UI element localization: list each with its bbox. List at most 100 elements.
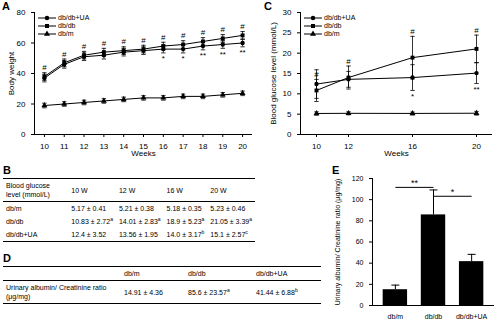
svg-text:13: 13 [99, 142, 108, 151]
html-text:5.23 ± 0.46: 5.23 ± 0.46 [210, 205, 246, 212]
svg-text:14: 14 [119, 142, 128, 151]
html-text:Urinary albumin/ Creatinine ra: Urinary albumin/ Creatinine ratio (μg/mg… [333, 178, 340, 305]
svg-text:**: ** [473, 85, 479, 94]
html-text:B: B [3, 164, 11, 176]
svg-text:#: # [42, 63, 47, 72]
svg-text:10: 10 [283, 89, 292, 98]
html-text:5.17 ± 0.41: 5.17 ± 0.41 [71, 205, 107, 212]
html-text:db/m: db/m [324, 30, 340, 37]
html-text:db/db: db/db [58, 22, 76, 29]
html-text:db/m: db/m [6, 205, 22, 212]
html-text:Urinary albumin/ Creatinine ra: Urinary albumin/ Creatinine ratio (μg/mg… [6, 284, 107, 300]
svg-text:#: # [181, 31, 186, 40]
svg-text:*: * [182, 54, 185, 63]
html-text:21.05 ± 3.39a: 21.05 ± 3.39a [210, 215, 252, 225]
html-text:C: C [264, 0, 272, 12]
svg-text:20: 20 [356, 281, 364, 288]
svg-text:#: # [141, 36, 146, 45]
html-text:db/m: db/m [58, 30, 74, 37]
svg-text:db/m: db/m [388, 313, 404, 320]
html-text:db/db: db/db [6, 218, 24, 225]
svg-text:#: # [102, 39, 107, 48]
svg-text:#: # [474, 26, 479, 35]
html-text:E: E [332, 164, 340, 176]
svg-text:0: 0 [287, 130, 292, 139]
html-text:14.0 ± 3.17b: 14.0 ± 3.17b [166, 228, 205, 238]
svg-text:15: 15 [283, 69, 292, 78]
svg-text:Weeks: Weeks [131, 149, 155, 158]
svg-text:12: 12 [344, 142, 353, 151]
html-text:A: A [2, 0, 10, 12]
html-text:db/db+UA: db/db+UA [6, 231, 38, 238]
svg-text:db/db+UA: db/db+UA [456, 313, 488, 320]
svg-text:18: 18 [199, 142, 208, 151]
svg-text:#: # [201, 28, 206, 37]
svg-text:5: 5 [287, 110, 292, 119]
svg-text:60: 60 [17, 39, 26, 48]
svg-text:#: # [82, 42, 87, 51]
svg-text:**: ** [200, 51, 206, 60]
html-text:10.83 ± 2.72a: 10.83 ± 2.72a [71, 215, 113, 225]
svg-text:20: 20 [472, 142, 481, 151]
svg-text:#: # [346, 57, 351, 66]
svg-text:19: 19 [218, 142, 227, 151]
html-text:12.4 ± 3.52: 12.4 ± 3.52 [71, 231, 107, 238]
html-text:db/db+UA: db/db+UA [324, 14, 356, 21]
svg-text:0: 0 [21, 130, 26, 139]
html-text:db/db+UA: db/db+UA [58, 14, 90, 21]
html-text:10 W: 10 W [71, 186, 88, 194]
svg-text:#: # [240, 22, 245, 31]
svg-text:30: 30 [283, 8, 292, 17]
svg-text:20: 20 [238, 142, 247, 151]
html-text:41.44 ± 6.88b: 41.44 ± 6.88b [256, 286, 298, 296]
svg-text:#: # [314, 70, 319, 79]
svg-text:#: # [221, 25, 226, 34]
svg-text:#: # [121, 37, 126, 46]
svg-text:10: 10 [40, 142, 49, 151]
svg-text:10: 10 [312, 142, 321, 151]
html-text:20 W: 20 W [210, 186, 227, 194]
svg-text:20: 20 [283, 49, 292, 58]
svg-text:40: 40 [356, 259, 364, 266]
svg-text:#: # [62, 50, 67, 59]
svg-text:11: 11 [60, 142, 69, 151]
svg-text:*: * [411, 92, 414, 101]
svg-text:**: ** [220, 50, 226, 59]
svg-text:100: 100 [352, 196, 364, 203]
svg-text:15: 15 [139, 142, 148, 152]
svg-text:0: 0 [360, 302, 364, 309]
svg-text:Body weight: Body weight [7, 51, 16, 95]
svg-text:#: # [161, 33, 166, 42]
svg-text:16: 16 [408, 142, 417, 151]
html-text:16 W: 16 W [166, 186, 183, 194]
svg-text:16: 16 [159, 142, 168, 151]
svg-text:Weeks: Weeks [384, 149, 408, 158]
svg-text:**: ** [411, 178, 419, 188]
svg-text:Blood glucose level (mmol/L): Blood glucose level (mmol/L) [269, 22, 278, 125]
html-text:5.21 ± 0.38: 5.21 ± 0.38 [118, 205, 154, 212]
html-text:D: D [3, 252, 11, 264]
svg-text:**: ** [239, 48, 245, 57]
html-text:14.01 ± 2.83a: 14.01 ± 2.83a [118, 215, 161, 225]
html-text:15.1 ± 2.57c: 15.1 ± 2.57c [210, 228, 248, 238]
svg-text:120: 120 [352, 175, 364, 182]
svg-text:17: 17 [179, 142, 188, 151]
svg-text:25: 25 [283, 28, 292, 37]
svg-text:40: 40 [17, 69, 26, 78]
html-text:85.6 ± 23.57a: 85.6 ± 23.57a [188, 286, 230, 296]
html-text:14.91 ± 4.36: 14.91 ± 4.36 [124, 288, 163, 296]
svg-text:db/db: db/db [425, 313, 443, 320]
svg-text:80: 80 [17, 8, 26, 17]
html-text:18.9 ± 5.23a: 18.9 ± 5.23a [166, 215, 205, 225]
svg-text:#: # [410, 27, 415, 36]
svg-text:12: 12 [80, 142, 89, 151]
svg-text:20: 20 [17, 100, 26, 109]
svg-text:*: * [451, 187, 455, 197]
svg-text:80: 80 [356, 217, 364, 224]
html-text:Blood glucose level (mmol/L): Blood glucose level (mmol/L) [6, 182, 50, 198]
html-text:12 W: 12 W [118, 186, 136, 194]
html-text:5.18 ± 0.35: 5.18 ± 0.35 [166, 205, 202, 212]
html-text:db/db: db/db [324, 22, 342, 29]
svg-text:60: 60 [356, 238, 364, 245]
svg-text:*: * [162, 54, 165, 63]
